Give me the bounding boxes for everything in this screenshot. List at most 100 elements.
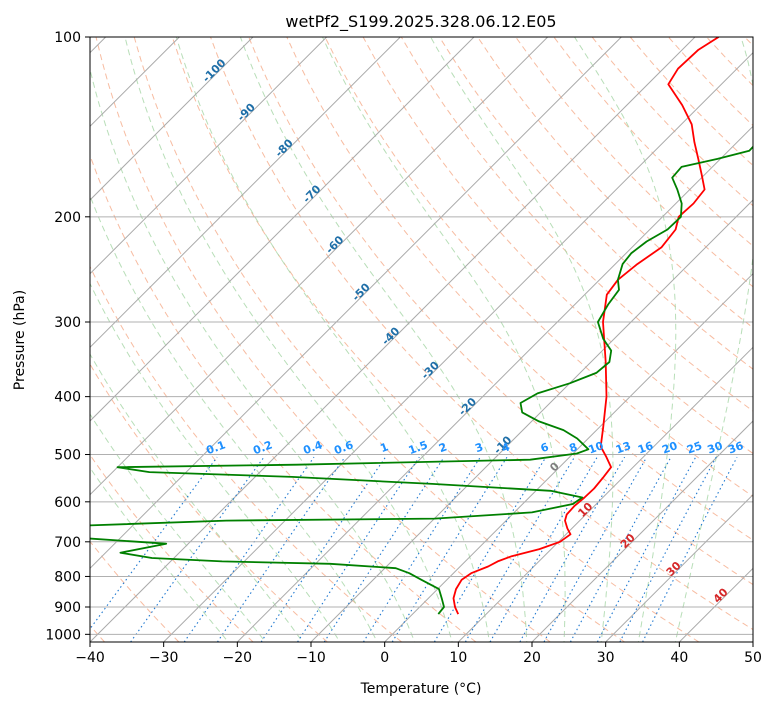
mixing-ratio-line [260, 456, 386, 642]
moist-adiabat-line [124, 37, 453, 642]
mixing-ratio-label: 0.2 [251, 438, 274, 457]
mixing-ratio-label: 0.1 [205, 438, 228, 457]
dry-adiabat-line [438, 37, 753, 370]
temperature-profile-line [452, 37, 720, 615]
mixing-ratio-label: 36 [726, 439, 745, 457]
y-tick-label: 200 [54, 210, 81, 226]
moist-adiabat-line [574, 37, 677, 642]
x-tick-label: 30 [597, 650, 615, 666]
moist-adiabat-line [322, 37, 566, 642]
moist-adiabat-line [90, 282, 341, 642]
dry-adiabat-line [324, 37, 753, 498]
moist-adiabat-line [239, 37, 528, 642]
y-tick-label: 800 [54, 569, 81, 585]
mixing-ratio-line [90, 456, 218, 630]
isotherm-line [163, 51, 753, 642]
moist-adiabat-line [674, 37, 753, 642]
y-tick-label: 500 [54, 448, 81, 464]
moist-adiabat-line [430, 37, 614, 642]
dry-adiabat-line [286, 37, 753, 541]
x-axis: −40 −30 −20 −10 0 10 20 30 40 50 [75, 642, 762, 666]
mixing-ratio-label: 1.5 [407, 438, 430, 457]
dry-adiabat-line [210, 37, 753, 631]
mixing-ratio-label: 4 [500, 440, 512, 455]
mixing-ratio-label: 6 [539, 440, 551, 455]
moist-adiabat-line [90, 413, 267, 642]
x-tick-label: 20 [523, 650, 541, 666]
mixing-ratio-label: 20 [660, 439, 679, 457]
isotherm-line [384, 272, 753, 642]
plot-frame [89, 36, 754, 643]
mixing-ratio-line [391, 456, 508, 642]
dry-adiabat-line [362, 37, 753, 455]
mixing-ratio-label: 25 [685, 439, 704, 456]
y-tick-label: 100 [54, 30, 81, 46]
isotherm-line [90, 37, 254, 201]
mixing-ratio-line [216, 456, 346, 642]
mixing-ratio-label: 8 [567, 440, 579, 455]
moist-adiabat-line [90, 67, 416, 642]
y-tick-label: 1000 [45, 627, 81, 643]
mixing-ratio-line [642, 456, 738, 642]
sounding-series [90, 37, 753, 615]
mixing-ratio-label: 13 [614, 439, 633, 456]
mixing-ratio-lines [90, 456, 738, 642]
chart-title: wetPf2_S199.2025.328.06.12.E05 [285, 12, 556, 32]
isotherm-line [310, 199, 753, 642]
dry-adiabat-line [400, 37, 753, 412]
plot-area: -100-90-80-70-60-50-40-30-20-10010203040… [90, 37, 753, 642]
pressure-gridlines [90, 37, 753, 635]
mixing-ratio-label: 16 [636, 439, 655, 457]
y-tick-label: 600 [54, 495, 81, 511]
isotherms [90, 37, 753, 642]
isotherm-line [90, 37, 328, 275]
mixing-ratio-label: 0.4 [301, 438, 324, 457]
dewpoint-profile-line [90, 145, 753, 615]
mixing-ratio-label: 10 [587, 439, 606, 457]
y-tick-label: 700 [54, 535, 81, 551]
mixing-ratio-label: 30 [706, 439, 725, 457]
mixing-ratio-line [619, 456, 717, 642]
mixing-ratio-line [297, 456, 420, 642]
x-tick-label: 0 [380, 650, 389, 666]
isotherm-line [90, 37, 401, 349]
x-tick-label: 10 [449, 650, 467, 666]
mixing-ratio-label: 2 [437, 440, 449, 455]
dry-adiabat-line [171, 37, 700, 642]
mixing-ratio-line [362, 456, 481, 642]
isotherm-line [90, 37, 475, 422]
mixing-ratio-line [323, 456, 445, 642]
moist-adiabat-line [175, 37, 490, 642]
y-tick-label: 900 [54, 600, 81, 616]
x-tick-label: 40 [670, 650, 688, 666]
x-tick-label: 50 [744, 650, 762, 666]
dry-adiabat-line [477, 37, 753, 329]
isotherm-line [531, 420, 753, 642]
x-tick-label: −10 [296, 650, 326, 666]
mixing-ratio-line [130, 456, 265, 642]
moist-adiabat-line [90, 467, 229, 642]
isotherm-line [90, 37, 549, 496]
y-axis: 100 200 300 400 500 600 700 800 900 1000 [45, 30, 90, 643]
moist-adiabat-line [90, 194, 378, 642]
isotherm-line [90, 37, 696, 642]
x-tick-label: −30 [149, 650, 179, 666]
y-tick-label: 300 [54, 315, 81, 331]
dry-adiabat-line [90, 363, 328, 642]
mixing-ratio-line [596, 456, 697, 642]
isotherm-line [605, 493, 753, 642]
y-tick-label: 400 [54, 390, 81, 406]
mixing-ratio-label: 3 [473, 440, 485, 455]
isotherm-line [236, 125, 753, 642]
x-axis-label: Temperature (°C) [360, 681, 482, 697]
y-axis-label: Pressure (hPa) [12, 290, 28, 390]
dry-adiabat-line [515, 37, 753, 288]
mixing-ratio-label: 1 [379, 440, 391, 455]
dry-adiabat-line [90, 453, 254, 642]
mixing-ratio-line [183, 456, 315, 642]
x-tick-label: −40 [75, 650, 105, 666]
mixing-ratio-line [519, 456, 626, 642]
x-tick-label: −20 [223, 650, 253, 666]
